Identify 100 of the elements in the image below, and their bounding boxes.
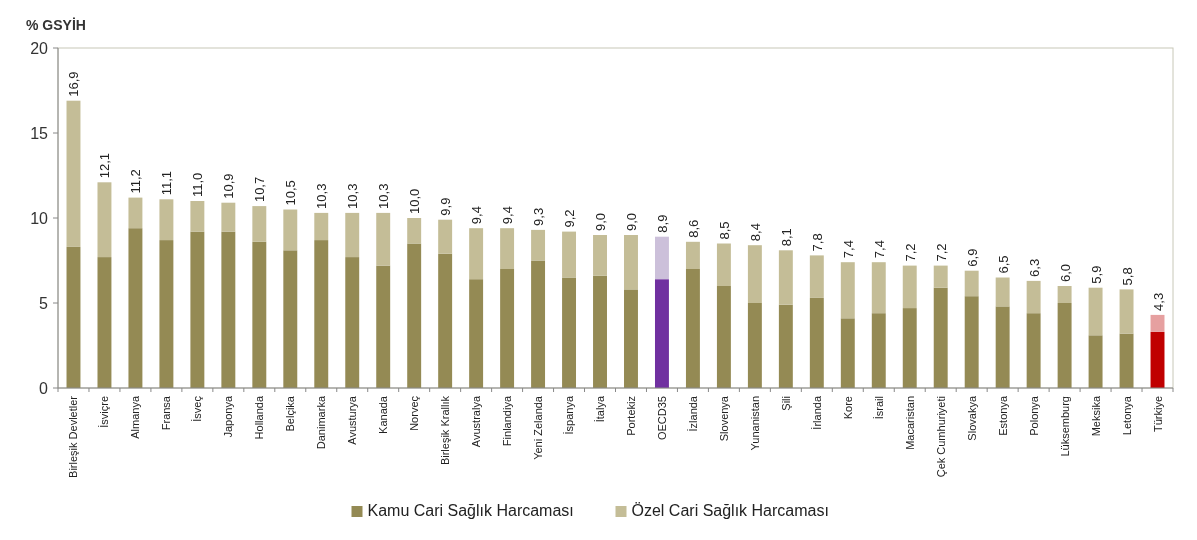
bar [128, 228, 143, 388]
x-tick-label: Kanada [377, 395, 390, 434]
bar [685, 241, 700, 269]
bar [128, 197, 143, 229]
bar [593, 275, 607, 388]
bar [283, 250, 298, 388]
bar [840, 262, 855, 319]
total-label: 12,1 [97, 152, 113, 179]
bar [221, 202, 236, 232]
bar [902, 308, 917, 388]
bar [407, 243, 422, 388]
x-tick-label: Norveç [408, 395, 421, 431]
total-label: 7,4 [840, 240, 856, 259]
x-tick-label: Polonya [1027, 395, 1040, 436]
total-label: 6,9 [964, 248, 980, 267]
total-label: 7,2 [902, 243, 918, 262]
total-label: 6,3 [1026, 258, 1042, 277]
total-label: 9,4 [469, 206, 485, 225]
total-label: 6,5 [995, 255, 1011, 274]
bar [345, 212, 360, 258]
total-label: 9,4 [500, 206, 516, 225]
bar [1088, 287, 1103, 336]
legend-label: Özel Cari Sağlık Harcaması [631, 502, 829, 519]
bar [654, 236, 669, 280]
total-label: 10,9 [221, 173, 237, 199]
bar [97, 182, 112, 258]
total-label: 9,3 [531, 207, 547, 226]
x-tick-label: Estonya [996, 395, 1009, 436]
bar [1026, 280, 1041, 314]
x-tick-label: Birleşik Devletler [67, 395, 80, 478]
bar [1119, 289, 1134, 334]
y-tick-label: 10 [30, 209, 49, 227]
x-tick-label: Portekiz [624, 396, 637, 436]
bar [716, 243, 731, 286]
y-tick-label: 15 [30, 124, 49, 142]
y-tick-label: 20 [30, 39, 49, 57]
total-label: 11,0 [190, 172, 206, 197]
total-label: 7,4 [871, 240, 887, 259]
bar [283, 209, 298, 251]
x-tick-label: İsveç [191, 395, 204, 422]
total-label: 10,5 [283, 180, 299, 206]
x-tick-label: İrlanda [810, 395, 823, 430]
x-tick-label: Birleşik Krallık [439, 395, 452, 466]
bar [190, 231, 205, 388]
x-tick-label: Yeni Zelanda [532, 395, 545, 460]
bar [995, 277, 1010, 307]
x-tick-label: Şili [779, 396, 792, 411]
bar [1088, 335, 1103, 388]
bar [871, 313, 886, 388]
total-label: 10,3 [314, 183, 330, 209]
total-label: 4,3 [1150, 292, 1166, 311]
bar [747, 303, 762, 388]
bar [190, 201, 205, 232]
bar [376, 212, 391, 266]
bar [314, 212, 329, 241]
x-tick-label: Meksika [1089, 395, 1102, 437]
total-label: 9,0 [623, 212, 639, 231]
bar [778, 304, 793, 388]
bar [871, 262, 886, 314]
bar [531, 260, 546, 388]
bar [624, 235, 638, 290]
bar [809, 297, 824, 388]
total-label: 8,1 [778, 228, 794, 247]
bar [159, 240, 174, 388]
bar [995, 306, 1010, 388]
x-tick-label: İsrail [872, 396, 885, 420]
total-label: 7,8 [809, 233, 825, 252]
y-tick-label: 0 [39, 379, 49, 397]
total-label: 10,3 [345, 183, 361, 209]
x-tick-label: Avusturya [346, 395, 359, 445]
total-label: 6,0 [1057, 263, 1073, 282]
bar [1057, 303, 1072, 388]
total-label: 8,9 [654, 214, 670, 233]
total-label: 5,9 [1088, 265, 1104, 284]
x-tick-label: Lüksemburg [1058, 396, 1071, 457]
bar [531, 229, 546, 261]
bar [716, 286, 731, 388]
bar [438, 219, 453, 254]
total-label: 10,3 [376, 183, 392, 209]
bar [562, 277, 577, 388]
bar [252, 206, 267, 242]
bar [407, 218, 422, 244]
legend-label: Kamu Cari Sağlık Harcaması [367, 502, 574, 519]
x-tick-label: Hollanda [253, 395, 266, 440]
bar [933, 265, 948, 288]
total-label: 8,4 [747, 223, 763, 242]
bar [964, 296, 979, 388]
x-tick-label: Slovakya [965, 395, 978, 441]
bar [66, 100, 81, 247]
bar [376, 265, 391, 388]
x-tick-label: Letonya [1120, 395, 1133, 436]
bar [964, 270, 979, 297]
x-tick-label: İtalya [594, 395, 607, 423]
bar [685, 269, 700, 388]
x-tick-label: Yunanistan [748, 396, 761, 451]
bar [1150, 314, 1165, 332]
bar [97, 257, 112, 388]
bar [747, 245, 762, 303]
x-tick-label: Fransa [160, 395, 173, 431]
bar [438, 253, 453, 388]
